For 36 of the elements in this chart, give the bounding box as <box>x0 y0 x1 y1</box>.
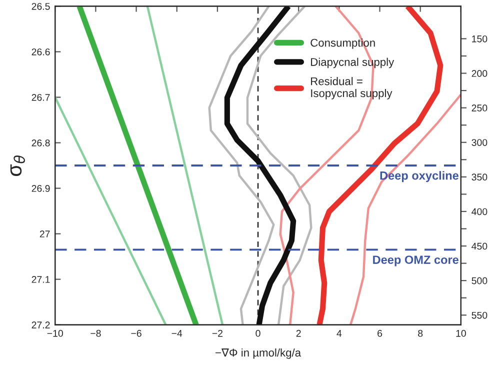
x-axis-title: −∇Φ in µmol/kg/a <box>216 348 302 359</box>
legend-label: Diapycnal supply <box>311 58 394 68</box>
x-tick-label: −2 <box>212 330 222 337</box>
x-tick-label: −4 <box>172 330 182 337</box>
ref-line-label: Deep OMZ core <box>373 256 458 266</box>
y-tick-label: 26.7 <box>32 94 50 101</box>
y-tick-label: 26.9 <box>32 185 50 192</box>
x-tick-label: −8 <box>90 330 101 337</box>
y-tick-label: 27 <box>40 230 50 238</box>
line-series <box>246 6 312 325</box>
y2-tick-label: 500 <box>472 277 488 284</box>
x-tick-label: 0 <box>256 330 260 337</box>
legend-label: Consumption <box>310 38 375 49</box>
y2-tick-label: 200 <box>472 70 488 77</box>
x-tick-label: −10 <box>47 330 63 337</box>
x-tick-label: −6 <box>131 330 142 337</box>
y2-tick-label: 150 <box>472 35 488 42</box>
x-tick-label: 8 <box>418 330 423 337</box>
x-tick-label: 6 <box>378 330 382 337</box>
line-series <box>208 6 275 325</box>
y2-tick-label: 350 <box>472 174 488 181</box>
y-tick-label: 26.8 <box>32 139 50 146</box>
y-tick-label: 26.5 <box>32 2 50 10</box>
legend-label: Residual = Isopycnal supply <box>311 77 392 100</box>
y-tick-label: 26.6 <box>32 48 50 56</box>
y2-tick-label: 250 <box>472 104 488 112</box>
y-axis-title: σ$_{θ}$ <box>10 155 25 176</box>
y2-tick-label: 300 <box>472 139 488 146</box>
y2-tick-label: 450 <box>472 242 488 250</box>
x-tick-label: 2 <box>296 330 301 337</box>
y2-tick-label: 550 <box>472 312 488 319</box>
y-tick-label: 27.2 <box>32 322 50 328</box>
x-tick-label: 10 <box>456 330 466 337</box>
x-tick-label: 4 <box>336 330 342 337</box>
y2-tick-label: 400 <box>472 208 488 216</box>
y-tick-label: 27.1 <box>32 276 50 283</box>
